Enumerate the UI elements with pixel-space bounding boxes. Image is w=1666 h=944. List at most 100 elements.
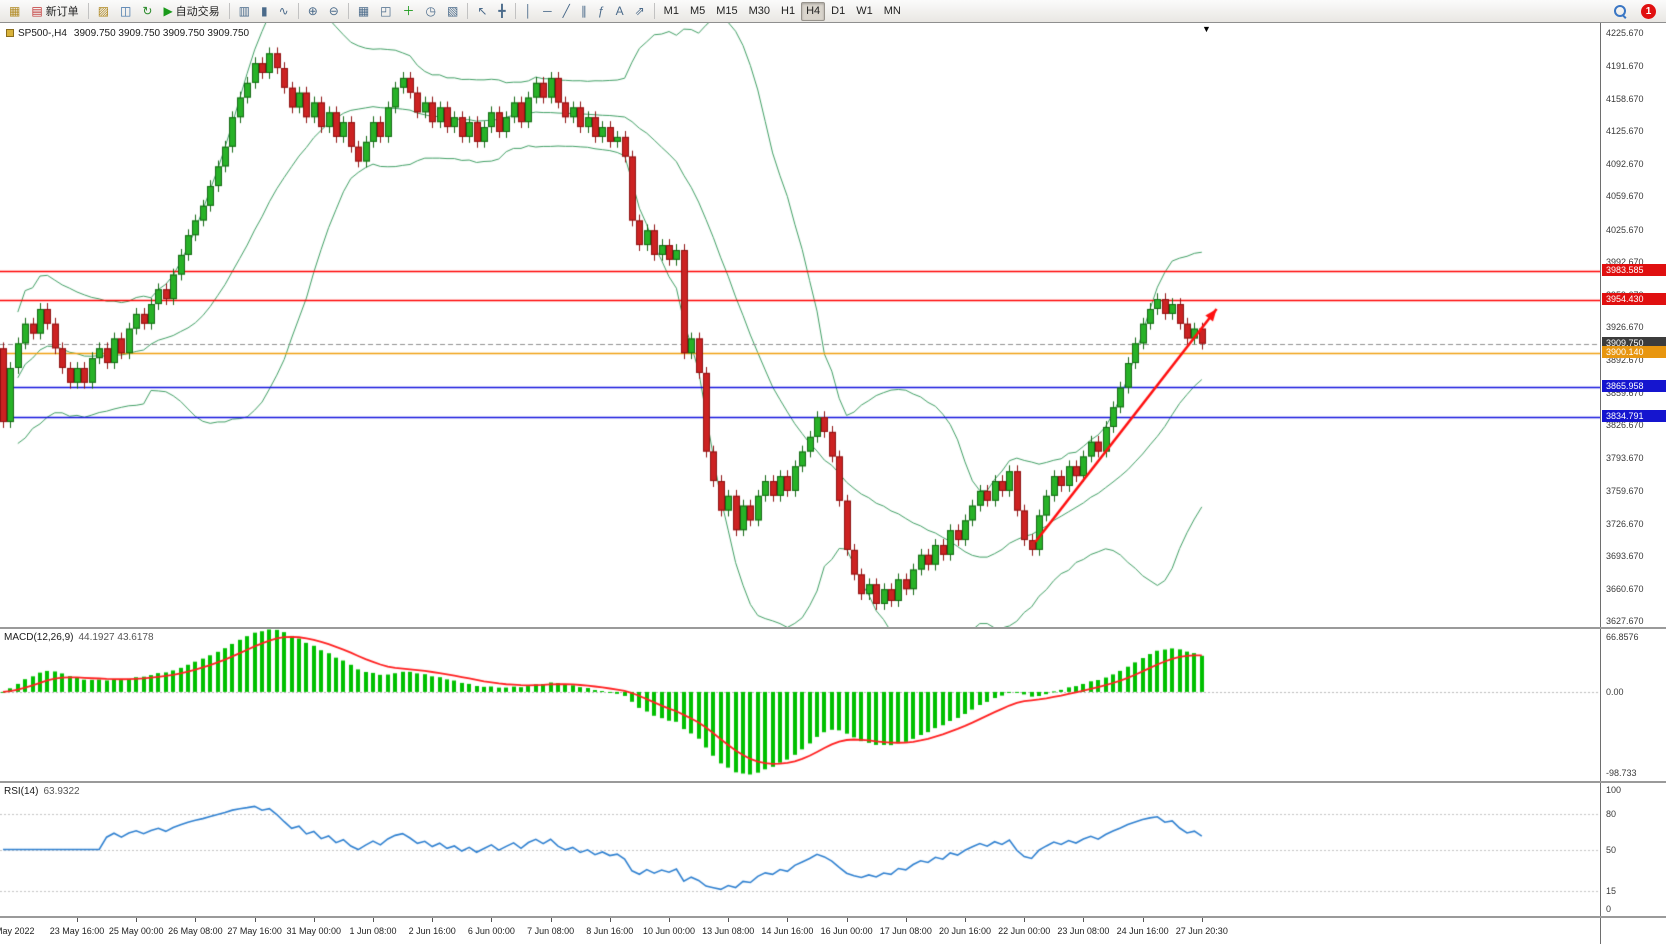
rsi-axis-label: 0 <box>1606 904 1612 914</box>
time-tick <box>373 918 374 922</box>
price-level-badge: 3865.958 <box>1602 379 1666 392</box>
toolbar-separator <box>653 3 655 19</box>
time-tick <box>1201 918 1203 922</box>
tile-windows-icon[interactable]: ▦ <box>353 2 374 21</box>
rsi-axis-label: 100 <box>1606 785 1622 795</box>
tf-m5-button[interactable]: M5 <box>685 2 710 21</box>
zoom-in-icon[interactable]: ⊕ <box>303 2 323 21</box>
time-axis-label: 1 Jun 08:00 <box>349 926 397 936</box>
rsi-title: RSI(14) <box>4 786 39 797</box>
tf-m5-button-label: M5 <box>689 5 706 17</box>
chart-title: SP500-,H4 3909.750 3909.750 3909.750 3909… <box>6 28 249 39</box>
price-axis-label: 4092.670 <box>1606 158 1644 169</box>
app-chart-icon[interactable]: ▦ <box>4 2 25 21</box>
line-chart-icon[interactable]: ∿ <box>274 2 294 21</box>
tf-m30-button[interactable]: M30 <box>744 2 775 21</box>
tf-d1-button[interactable]: D1 <box>826 2 850 21</box>
trendline-icon[interactable]: ╱ <box>558 2 575 21</box>
price-level-badge: 3909.750 <box>1602 336 1666 349</box>
refresh-icon[interactable]: ↻ <box>137 2 157 21</box>
tf-m15-button[interactable]: M15 <box>711 2 742 21</box>
bar-chart-icon[interactable]: ▥ <box>234 2 255 21</box>
price-level-badge: 3834.791 <box>1602 410 1666 423</box>
main-chart-canvas[interactable] <box>0 23 1600 627</box>
time-tick <box>1024 918 1026 922</box>
templates-icon[interactable]: ▨ <box>93 2 114 21</box>
price-axis-label: 3826.670 <box>1606 420 1644 431</box>
fibonacci-icon[interactable]: ƒ <box>593 2 610 21</box>
time-tick <box>905 918 907 922</box>
panel-divider-rsi[interactable] <box>0 781 1666 783</box>
toolbar-separator <box>347 3 349 19</box>
zoom-out-icon: ⊖ <box>328 4 339 18</box>
time-tick <box>491 918 493 922</box>
time-tick <box>609 918 611 922</box>
time-axis-label: 7 Jun 08:00 <box>527 926 575 936</box>
current-bar-marker[interactable]: ▼ <box>1202 24 1211 34</box>
periods-menu-icon[interactable]: ◷ <box>421 2 441 21</box>
zoom-out-icon[interactable]: ⊖ <box>324 2 344 21</box>
panel-divider-timeaxis[interactable] <box>0 916 1666 918</box>
text-label-icon[interactable]: A <box>611 2 629 21</box>
tf-h1-button[interactable]: H1 <box>776 2 800 21</box>
tf-m15-button-label: M15 <box>716 5 738 17</box>
macd-title: MACD(12,26,9) <box>4 632 74 643</box>
new-chart-icon: ＋ <box>402 4 415 18</box>
tf-w1-button[interactable]: W1 <box>851 2 878 21</box>
chart-symbol: SP500-,H4 <box>18 28 67 39</box>
templates-menu-icon[interactable]: ▧ <box>442 2 463 21</box>
time-axis-label: 14 Jun 16:00 <box>761 926 814 936</box>
macd-panel-canvas[interactable] <box>0 629 1600 781</box>
time-tick <box>136 918 138 922</box>
macd-values: 44.1927 43.6178 <box>78 632 154 643</box>
tf-h4-button-label: H4 <box>806 5 821 17</box>
time-axis-label: 31 May 00:00 <box>286 926 342 936</box>
crosshair-icon[interactable]: ╋ <box>493 2 510 21</box>
price-level-badge: 3900.140 <box>1602 346 1666 359</box>
time-axis-label: 8 Jun 16:00 <box>586 926 634 936</box>
rsi-axis-label: 50 <box>1606 844 1617 855</box>
tf-m1-button[interactable]: M1 <box>659 2 684 21</box>
tf-mn-button[interactable]: MN <box>879 2 906 21</box>
new-order-button-label: 新订单 <box>45 6 79 18</box>
candlestick-chart-icon[interactable]: ▮ <box>256 2 273 21</box>
notification-badge[interactable]: 1 <box>1641 3 1656 19</box>
new-order-button[interactable]: ▤ 新订单 <box>26 2 83 21</box>
chart-symbol-icon <box>6 29 14 37</box>
arrows-icon[interactable]: ⇗ <box>630 2 650 21</box>
price-axis-label: 4225.670 <box>1606 28 1644 38</box>
horizontal-line-icon[interactable]: ─ <box>538 2 557 21</box>
time-tick <box>77 918 78 922</box>
text-label-icon: A <box>615 4 624 18</box>
cursor-icon[interactable]: ↖ <box>472 2 492 21</box>
profiles-icon[interactable]: ◫ <box>115 2 136 21</box>
rsi-panel-canvas[interactable] <box>0 783 1600 916</box>
cascade-windows-icon[interactable]: ◰ <box>375 2 396 21</box>
time-axis-label: 27 Jun 20:30 <box>1175 926 1228 936</box>
refresh-icon: ↻ <box>142 4 153 18</box>
rsi-label: RSI(14) 63.9322 <box>4 786 80 797</box>
autotrade-icon: ▶ <box>163 4 173 18</box>
tf-m1-button-label: M1 <box>663 5 679 17</box>
vertical-line-icon[interactable]: │ <box>520 2 538 21</box>
new-chart-icon[interactable]: ＋ <box>398 2 420 21</box>
panel-divider-macd[interactable] <box>0 627 1666 629</box>
cascade-windows-icon: ◰ <box>380 4 392 18</box>
tf-h4-button[interactable]: H4 <box>801 1 826 21</box>
crosshair-icon: ╋ <box>498 4 506 18</box>
time-axis-label: 16 Jun 00:00 <box>820 926 873 936</box>
search-icon[interactable] <box>1614 4 1627 18</box>
channel-icon[interactable]: ∥ <box>576 2 592 21</box>
price-axis-label: 4125.670 <box>1606 126 1644 137</box>
price-axis-label: 4059.670 <box>1606 191 1644 202</box>
price-level-badge: 3954.430 <box>1602 292 1666 305</box>
time-axis-label: 2 Jun 16:00 <box>408 926 456 936</box>
periods-menu-icon: ◷ <box>425 4 436 18</box>
zoom-in-icon: ⊕ <box>307 4 318 18</box>
time-axis-label: 6 Jun 00:00 <box>467 926 515 936</box>
autotrade-button[interactable]: ▶ 自动交易 <box>158 2 224 21</box>
macd-label: MACD(12,26,9) 44.1927 43.6178 <box>4 632 154 643</box>
time-tick <box>728 918 730 922</box>
price-axis[interactable]: 4225.670 4191.670 4158.670 4125.670 4092.670… <box>1600 23 1666 944</box>
